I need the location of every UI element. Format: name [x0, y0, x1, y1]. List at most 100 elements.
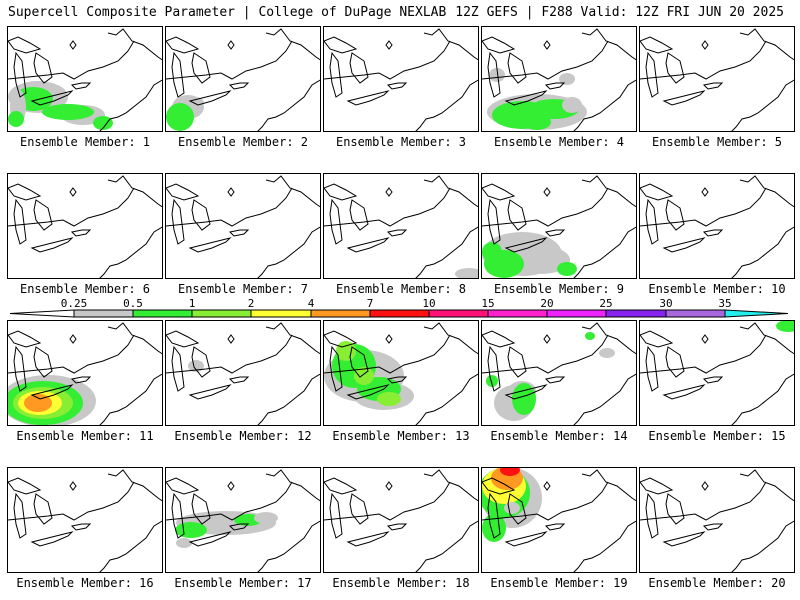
page-title: Supercell Composite Parameter | College …: [8, 5, 447, 20]
scp-contour: [562, 97, 582, 113]
lake-outline: [188, 384, 232, 400]
lake-outline: [346, 531, 390, 547]
lake-outline: [487, 51, 501, 98]
lake-outline: [8, 183, 42, 201]
island-outline: [385, 187, 393, 197]
lake-outline: [346, 384, 390, 400]
lake-outline: [645, 345, 659, 392]
member-map: [8, 28, 162, 131]
member-map: [640, 321, 794, 425]
colorbar-tick-label: 35: [718, 297, 732, 310]
lake-outline: [8, 36, 42, 54]
lake-outline: [33, 199, 53, 231]
lake-outline: [30, 531, 74, 547]
run-info: 12Z GEFS | F288 Valid: 12Z FRI JUN 20 20…: [455, 5, 784, 20]
lake-outline: [70, 82, 92, 90]
border-line: [324, 334, 451, 374]
lake-outline: [349, 199, 369, 231]
lake-outline: [13, 345, 27, 392]
lake-outline: [191, 199, 211, 231]
island-outline: [385, 481, 393, 491]
ensemble-member-panel: [639, 467, 795, 573]
colorbar-tick-label: 0.25: [60, 297, 88, 310]
island-outline: [385, 334, 393, 344]
lake-outline: [504, 531, 548, 547]
lake-outline: [349, 52, 369, 84]
lake-outline: [702, 523, 724, 531]
lake-outline: [324, 477, 358, 495]
scp-contour: [354, 367, 374, 385]
scp-contour: [512, 383, 536, 415]
lake-outline: [640, 330, 674, 348]
member-label: Ensemble Member: 15: [648, 429, 786, 443]
border-line: [640, 187, 767, 227]
member-label: Ensemble Member: 16: [16, 576, 154, 590]
border-line: [640, 40, 767, 80]
member-label: Ensemble Member: 19: [490, 576, 628, 590]
ensemble-member-panel: [7, 173, 163, 279]
lake-outline: [645, 492, 659, 539]
coastline: [731, 175, 794, 278]
ensemble-member-panel: [165, 320, 321, 426]
scp-contour: [585, 332, 595, 340]
lake-outline: [166, 183, 200, 201]
lake-outline: [665, 346, 685, 378]
ensemble-member-panel: [323, 173, 479, 279]
lake-outline: [13, 492, 27, 539]
member-label: Ensemble Member: 17: [174, 576, 312, 590]
scp-contour: [500, 468, 520, 476]
coastline: [257, 175, 320, 278]
member-map: [482, 28, 636, 131]
member-label: Ensemble Member: 14: [490, 429, 628, 443]
lake-outline: [346, 237, 390, 253]
coastline: [731, 469, 794, 572]
lake-outline: [482, 36, 516, 54]
border-line: [8, 481, 135, 521]
ensemble-member-panel: [7, 26, 163, 132]
lake-outline: [228, 82, 250, 90]
member-map: [324, 469, 478, 572]
scp-contour: [93, 116, 113, 130]
member-map: [324, 322, 478, 425]
scp-contour: [523, 114, 551, 130]
lake-outline: [487, 492, 501, 539]
colorbar-segment: [191, 309, 252, 318]
colorbar-tick-label: 7: [366, 297, 374, 310]
island-outline: [227, 481, 235, 491]
lake-outline: [33, 346, 53, 378]
colorbar-segment: [487, 309, 548, 318]
member-label: Ensemble Member: 3: [335, 135, 467, 149]
member-label: Ensemble Member: 13: [332, 429, 470, 443]
scp-contour: [166, 103, 194, 131]
member-map: [8, 175, 162, 278]
member-label: Ensemble Member: 18: [332, 576, 470, 590]
island-outline: [701, 40, 709, 50]
lake-outline: [640, 477, 674, 495]
scp-contour: [377, 392, 401, 406]
scp-contour: [489, 68, 505, 82]
lake-outline: [70, 376, 92, 384]
lake-outline: [228, 229, 250, 237]
lake-outline: [171, 51, 185, 98]
scp-contour: [455, 268, 478, 278]
colorbar-tick-label: 20: [540, 297, 554, 310]
colorbar-tick-label: 1: [188, 297, 196, 310]
lake-outline: [171, 492, 185, 539]
island-outline: [543, 187, 551, 197]
member-map: [482, 175, 636, 278]
member-map: [640, 28, 794, 131]
island-outline: [701, 187, 709, 197]
border-line: [8, 187, 135, 227]
ensemble-member-panel: [165, 173, 321, 279]
coastline: [731, 28, 794, 131]
member-map: [324, 175, 478, 278]
lake-outline: [324, 36, 358, 54]
colorbar-tick-label: 4: [307, 297, 315, 310]
colorbar: [9, 309, 789, 318]
island-outline: [69, 40, 77, 50]
island-outline: [69, 481, 77, 491]
member-label: Ensemble Member: 2: [177, 135, 309, 149]
island-outline: [543, 334, 551, 344]
colorbar-underflow: [9, 309, 75, 318]
lake-outline: [329, 51, 343, 98]
